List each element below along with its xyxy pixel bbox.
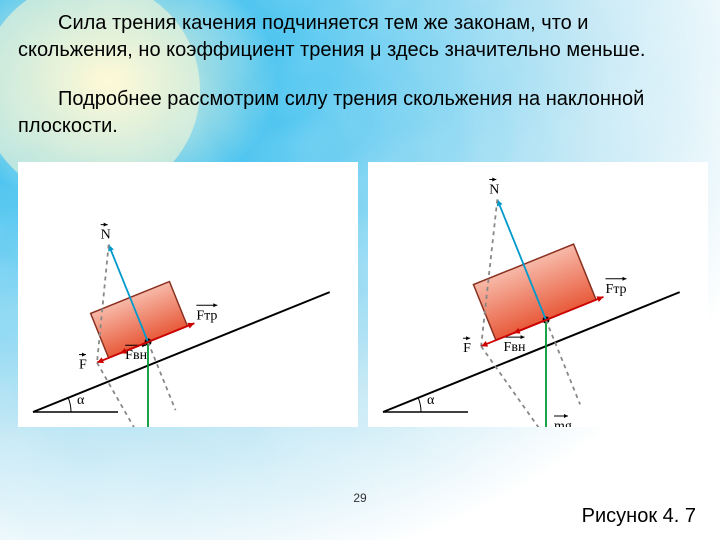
svg-text:N: N <box>101 228 111 243</box>
svg-text:Fвн: Fвн <box>504 340 526 355</box>
figure-right: α Nmg Fтр Fвн F <box>368 162 708 427</box>
svg-text:mg: mg <box>554 419 572 427</box>
figure-left: αNmgFтрFвнF <box>18 162 358 427</box>
figures-row: αNmgFтрFвнF αNmgFтрFвнF <box>18 162 702 427</box>
svg-text:F: F <box>79 358 87 373</box>
svg-text:Fтр: Fтр <box>196 308 217 323</box>
svg-text:F: F <box>463 341 471 356</box>
paragraph-2: Подробнее рассмотрим силу трения скольже… <box>18 86 702 140</box>
svg-text:Fтр: Fтр <box>605 282 626 297</box>
svg-text:N: N <box>489 182 499 197</box>
paragraph-1: Сила трения качения подчиняется тем же з… <box>18 10 702 64</box>
page-number: 29 <box>353 491 366 505</box>
svg-text:α: α <box>427 393 435 408</box>
figure-caption: Рисунок 4. 7 <box>582 505 696 528</box>
svg-text:α: α <box>77 393 85 408</box>
